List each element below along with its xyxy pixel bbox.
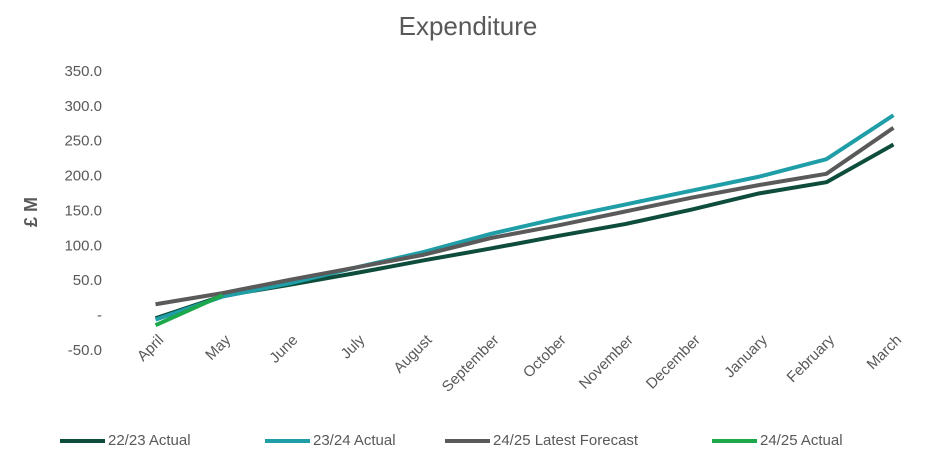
x-tick-label: March — [864, 332, 905, 373]
y-axis-label: £ M — [21, 197, 41, 227]
series-line — [155, 126, 895, 307]
chart-title: Expenditure — [399, 11, 538, 41]
x-tick-label: December — [643, 332, 704, 393]
x-tick-label: November — [576, 332, 637, 393]
x-tick-label: February — [784, 331, 839, 386]
legend-label: 24/25 Latest Forecast — [493, 432, 639, 449]
x-tick-label: June — [266, 332, 301, 367]
x-tick-label: October — [520, 332, 570, 382]
x-tick-label: July — [338, 331, 369, 362]
y-tick-label: 350.0 — [64, 63, 102, 80]
y-tick-label: 100.0 — [64, 237, 102, 254]
legend-label: 23/24 Actual — [313, 432, 396, 449]
y-tick-label: 250.0 — [64, 133, 102, 150]
x-tick-label: May — [202, 331, 234, 363]
y-tick-label: - — [97, 307, 102, 324]
y-tick-label: 50.0 — [73, 272, 102, 289]
y-tick-label: 150.0 — [64, 202, 102, 219]
series-line — [154, 293, 224, 328]
legend-label: 22/23 Actual — [108, 432, 191, 449]
legend-label: 24/25 Actual — [760, 432, 843, 449]
y-tick-label: 300.0 — [64, 98, 102, 115]
x-tick-label: April — [134, 332, 167, 365]
x-tick-label: August — [390, 331, 436, 377]
y-tick-label: -50.0 — [68, 342, 102, 359]
x-tick-label: September — [439, 332, 503, 396]
y-tick-label: 200.0 — [64, 168, 102, 185]
x-tick-label: January — [721, 331, 771, 381]
series-line — [154, 113, 895, 322]
